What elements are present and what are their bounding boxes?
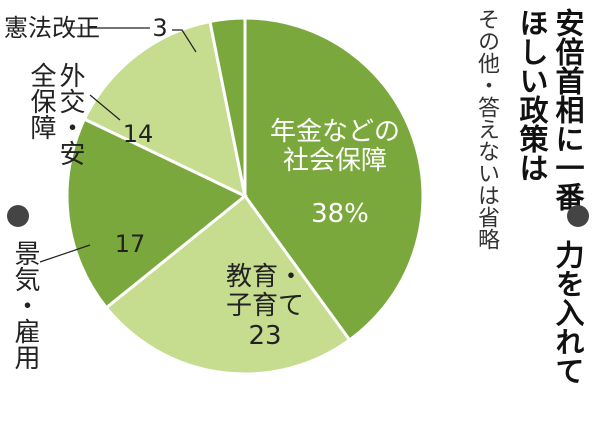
slice-label: 景気・雇用 — [10, 240, 40, 370]
leader-line — [89, 94, 121, 121]
value-label: 23 — [248, 321, 282, 351]
leader-line — [172, 29, 197, 53]
carousel-next[interactable] — [567, 205, 589, 227]
chart-title: 安倍首相に一番、力を入れてほしい政策は — [515, 8, 585, 385]
slice-label: 外交・安全保障 — [26, 62, 85, 166]
pie-slice — [65, 117, 248, 310]
pie-slice — [243, 16, 425, 343]
value-label: 38% — [311, 199, 369, 229]
leader-line — [39, 244, 91, 263]
pie-slice — [82, 19, 248, 199]
value-label: 17 — [114, 230, 146, 258]
value-label: 3 — [152, 14, 168, 42]
pie-slice — [104, 193, 352, 376]
slice-label: 教育・子育て — [225, 262, 304, 321]
pie-slice — [208, 16, 247, 197]
value-label: 14 — [122, 120, 154, 148]
slice-label: 年金などの社会保障 — [270, 117, 401, 176]
slice-label: 憲法改正 — [4, 14, 100, 42]
chart-note: その他・答えないは省略 — [474, 8, 499, 250]
carousel-prev[interactable] — [7, 205, 29, 227]
